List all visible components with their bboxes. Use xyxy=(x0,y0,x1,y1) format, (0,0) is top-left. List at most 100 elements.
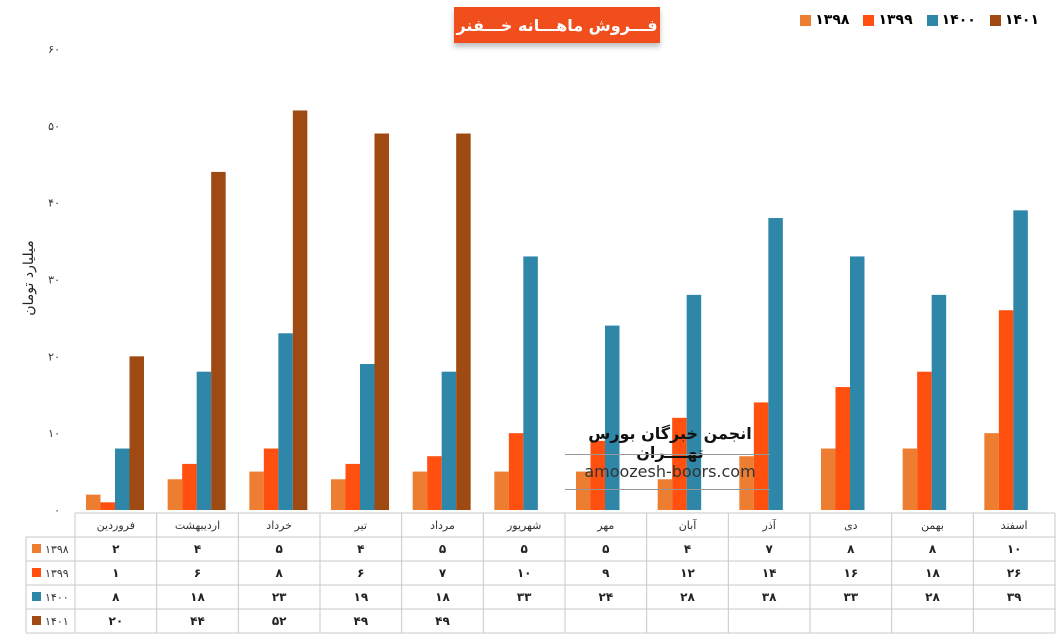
data-label: ۲۳ xyxy=(272,590,287,604)
y-tick-label: ۰ xyxy=(54,504,60,517)
table-series-name: ۱۳۹۸ xyxy=(45,543,69,556)
bar xyxy=(768,218,783,511)
x-tick-label: شهریور xyxy=(506,519,541,532)
bar xyxy=(998,310,1014,510)
legend-swatch xyxy=(800,14,812,26)
x-tick-label: مهر xyxy=(596,519,614,532)
table-legend-swatch xyxy=(32,616,41,625)
data-label: ۸ xyxy=(929,542,937,556)
data-label: ۳۹ xyxy=(1007,590,1022,604)
y-axis-label: میلیارد تومان xyxy=(21,240,37,316)
x-tick-label: آبان xyxy=(679,518,697,532)
y-tick-label: ۳۰ xyxy=(48,274,60,287)
data-label: ۱۰ xyxy=(517,566,532,580)
bar xyxy=(115,448,130,510)
data-label: ۲۸ xyxy=(680,590,695,604)
data-label: ۸ xyxy=(847,542,855,556)
x-tick-label: اردیبهشت xyxy=(175,519,220,532)
data-label: ۱۸ xyxy=(190,590,205,604)
bar xyxy=(576,471,591,510)
y-tick-label: ۱۰ xyxy=(48,427,60,440)
legend-label: ۱۴۰۱ xyxy=(1004,12,1039,28)
data-label: ۸ xyxy=(276,566,284,580)
data-label: ۱۸ xyxy=(925,566,940,580)
legend-label: ۱۳۹۸ xyxy=(815,12,850,28)
data-label: ۳۳ xyxy=(517,590,532,604)
bar xyxy=(821,448,836,510)
table-legend-swatch xyxy=(32,544,41,553)
legend-label: ۱۳۹۹ xyxy=(878,12,913,28)
x-tick-label: مرداد xyxy=(430,519,455,532)
data-label: ۳۸ xyxy=(762,590,777,604)
data-label: ۱۴ xyxy=(762,566,777,580)
x-tick-label: تیر xyxy=(354,519,367,532)
legend-label: ۱۴۰۰ xyxy=(941,12,976,28)
bar xyxy=(456,133,471,510)
watermark-divider xyxy=(565,454,770,455)
legend-swatch xyxy=(989,14,1001,26)
bar xyxy=(167,479,183,510)
legend-swatch xyxy=(926,14,938,26)
watermark-divider xyxy=(565,489,770,490)
watermark-title: انجمن خبرگان بورس تهــــران xyxy=(588,424,752,462)
y-tick-label: ۵۰ xyxy=(48,120,60,133)
bar xyxy=(753,402,769,510)
data-label: ۸ xyxy=(112,590,120,604)
data-label: ۷ xyxy=(766,542,774,556)
x-tick-label: بهمن xyxy=(921,519,944,532)
data-label: ۴۴ xyxy=(190,614,205,628)
data-label: ۱۸ xyxy=(435,590,450,604)
bar xyxy=(129,356,144,510)
bar xyxy=(412,471,428,510)
data-label: ۵۲ xyxy=(272,614,287,628)
bar xyxy=(590,440,605,510)
bar xyxy=(360,364,375,510)
y-tick-label: ۴۰ xyxy=(48,197,60,210)
x-tick-label: اسفند xyxy=(1001,519,1028,532)
data-label: ۵ xyxy=(439,542,446,556)
bar xyxy=(523,256,538,510)
data-label: ۵ xyxy=(602,542,609,556)
table-series-name: ۱۳۹۹ xyxy=(45,567,69,580)
bar xyxy=(86,494,101,510)
bar xyxy=(427,456,442,510)
bar xyxy=(850,256,865,510)
data-label: ۵ xyxy=(276,542,283,556)
data-label: ۴ xyxy=(194,542,201,556)
x-tick-label: دی xyxy=(844,519,858,532)
table-series-name: ۱۴۰۰ xyxy=(45,591,69,604)
y-tick-label: ۶۰ xyxy=(48,43,60,56)
table-series-name: ۱۴۰۱ xyxy=(45,615,69,628)
bar xyxy=(984,433,999,510)
bar xyxy=(931,294,947,510)
bar xyxy=(345,463,360,510)
data-label: ۲۶ xyxy=(1007,566,1022,580)
data-label: ۵ xyxy=(521,542,528,556)
bar xyxy=(657,479,673,510)
bar xyxy=(508,433,524,510)
table-legend-swatch xyxy=(32,592,41,601)
x-tick-label: فروردین xyxy=(97,519,135,532)
bar xyxy=(211,171,226,510)
chart-legend: ۱۳۹۸ ۱۳۹۹ ۱۴۰۰ ۱۴۰۱ xyxy=(800,12,1039,28)
data-label: ۴ xyxy=(684,542,691,556)
bar xyxy=(739,456,754,510)
data-label: ۳۳ xyxy=(844,590,859,604)
bar xyxy=(292,110,308,510)
bar xyxy=(263,448,279,510)
bar xyxy=(182,463,197,510)
bar xyxy=(1013,210,1028,510)
legend-swatch xyxy=(863,14,875,26)
data-label: ۱ xyxy=(112,566,119,580)
legend-item: ۱۳۹۹ xyxy=(863,12,913,28)
y-tick-label: ۲۰ xyxy=(48,350,60,363)
bar xyxy=(441,371,457,510)
bar xyxy=(672,417,687,510)
table-legend-swatch xyxy=(32,568,41,577)
bar xyxy=(917,371,932,510)
data-label: ۴۹ xyxy=(354,614,369,628)
bar xyxy=(374,133,389,510)
bar xyxy=(278,333,293,510)
data-label: ۹ xyxy=(602,566,610,580)
